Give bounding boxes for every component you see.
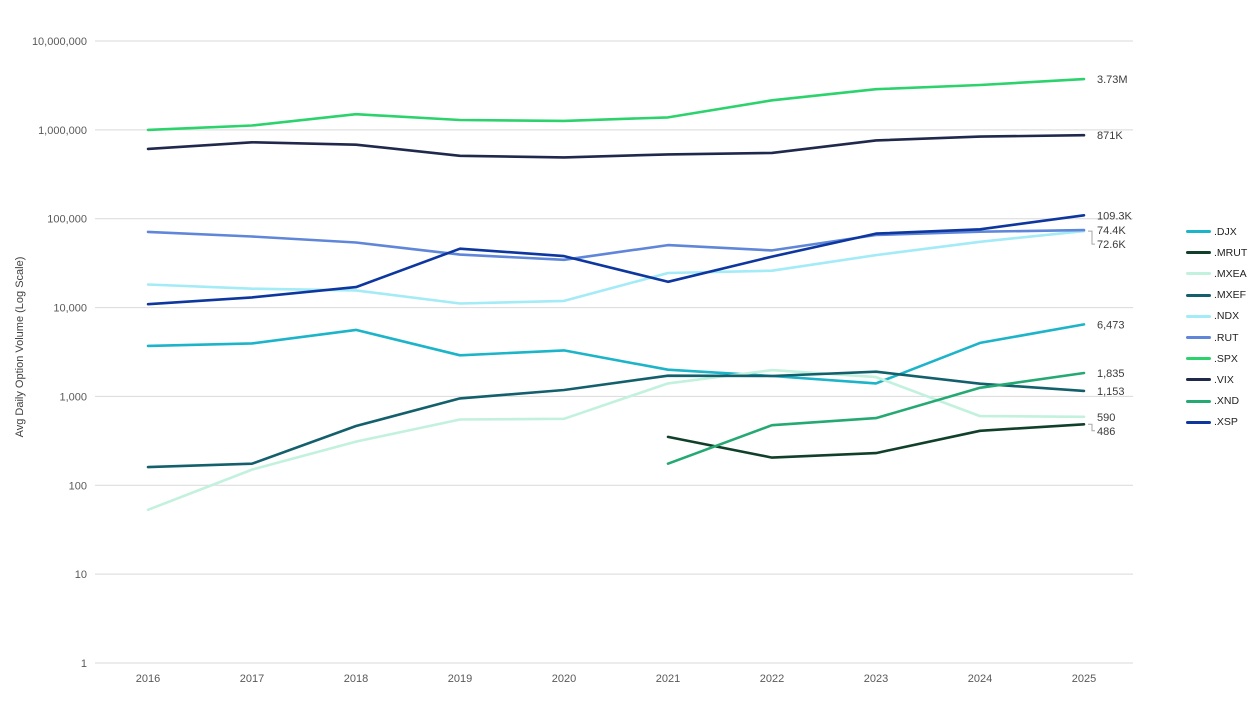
legend-item-mrut: .MRUT <box>1186 242 1247 263</box>
legend-label-ndx: .NDX <box>1214 310 1240 323</box>
series-line-rut <box>146 228 1086 262</box>
series-end-label-ndx: 72.6K <box>1097 239 1126 251</box>
legend-swatch-mrut <box>1186 251 1211 255</box>
legend-label-mxea: .MXEA <box>1214 267 1247 280</box>
y-tick-label: 10,000 <box>53 303 87 315</box>
x-tick-label: 2022 <box>760 673 784 685</box>
series-end-label-djx: 6,473 <box>1097 319 1125 331</box>
series-line-djx <box>146 323 1086 385</box>
y-tick-label: 100 <box>69 480 87 492</box>
x-tick-label: 2020 <box>552 673 576 685</box>
x-tick-label: 2017 <box>240 673 264 685</box>
series-line-xsp <box>146 214 1086 306</box>
series-end-label-xsp: 109.3K <box>1097 210 1133 222</box>
legend-item-mxea: .MXEA <box>1186 263 1247 284</box>
legend-item-mxef: .MXEF <box>1186 285 1247 306</box>
legend-swatch-vix <box>1186 378 1211 382</box>
legend-label-mrut: .MRUT <box>1214 246 1248 259</box>
legend-item-xsp: .XSP <box>1186 412 1247 433</box>
series-line-mxef <box>146 370 1086 469</box>
x-tick-label: 2023 <box>864 673 888 685</box>
legend-swatch-mxef <box>1186 293 1211 297</box>
chart-legend: .DJX .MRUT .MXEA .MXEF .NDX .RUT .SPX .VIX .XND.… <box>1186 221 1247 433</box>
y-tick-label: 10 <box>75 569 87 581</box>
legend-label-xnd: .XND <box>1214 395 1240 408</box>
series-line-vix <box>146 133 1086 159</box>
legend-label-xsp: .XSP <box>1214 416 1238 429</box>
legend-label-djx: .DJX <box>1214 225 1237 238</box>
y-tick-label: 10,000,000 <box>32 36 87 48</box>
series-end-label-mxef: 1,153 <box>1097 386 1125 398</box>
x-tick-label: 2024 <box>968 673 992 685</box>
series-end-label-spx: 3.73M <box>1097 74 1128 86</box>
series-line-ndx <box>146 229 1086 305</box>
x-tick-label: 2016 <box>136 673 160 685</box>
series-end-label-mrut: 486 <box>1097 426 1115 438</box>
series-end-label-rut: 74.4K <box>1097 225 1126 237</box>
legend-swatch-ndx <box>1186 314 1211 318</box>
y-axis-title: Avg Daily Option Volume (Log Scale) <box>14 256 26 438</box>
series-line-mrut <box>666 422 1086 459</box>
legend-swatch-mxea <box>1186 272 1211 276</box>
x-tick-label: 2019 <box>448 673 472 685</box>
legend-item-spx: .SPX <box>1186 348 1247 369</box>
legend-item-ndx: .NDX <box>1186 306 1247 327</box>
legend-label-mxef: .MXEF <box>1214 289 1247 302</box>
legend-item-vix: .VIX <box>1186 369 1247 390</box>
legend-item-xnd: .XND <box>1186 391 1247 412</box>
legend-item-djx: .DJX <box>1186 221 1247 242</box>
legend-label-spx: .SPX <box>1214 352 1238 365</box>
x-tick-label: 2018 <box>344 673 368 685</box>
x-tick-label: 2021 <box>656 673 680 685</box>
end-label-leader-ndx <box>1088 230 1095 245</box>
y-tick-label: 1,000 <box>59 391 87 403</box>
legend-swatch-xsp <box>1186 420 1211 424</box>
legend-swatch-xnd <box>1186 399 1211 403</box>
series-line-mxea <box>146 368 1086 512</box>
series-end-label-mxea: 590 <box>1097 412 1115 424</box>
y-tick-label: 100,000 <box>47 214 87 226</box>
legend-label-rut: .RUT <box>1214 331 1239 344</box>
series-line-xnd <box>666 371 1086 466</box>
legend-item-rut: .RUT <box>1186 327 1247 348</box>
y-tick-label: 1 <box>81 658 87 670</box>
x-tick-label: 2025 <box>1072 673 1096 685</box>
y-tick-label: 1,000,000 <box>38 125 87 137</box>
series-end-label-xnd: 1,835 <box>1097 368 1125 380</box>
legend-label-vix: .VIX <box>1214 373 1234 386</box>
legend-swatch-spx <box>1186 357 1211 361</box>
legend-swatch-rut <box>1186 336 1211 340</box>
series-end-label-vix: 871K <box>1097 130 1123 142</box>
legend-swatch-djx <box>1186 230 1211 234</box>
series-line-spx <box>146 77 1086 132</box>
end-label-leader-mrut <box>1088 423 1095 432</box>
